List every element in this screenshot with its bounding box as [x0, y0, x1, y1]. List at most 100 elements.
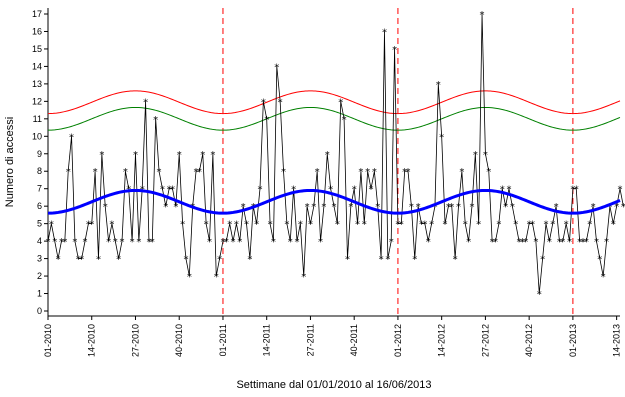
observed-point-marker: *: [416, 202, 421, 213]
observed-point-marker: *: [557, 237, 562, 248]
observed-point-marker: *: [308, 220, 313, 231]
x-tick-label: 14-2012: [437, 324, 447, 357]
y-axis-title: Numero di accessi: [4, 117, 16, 207]
observed-point-marker: *: [419, 220, 424, 231]
x-tick-label: 14-2010: [87, 324, 97, 357]
observed-point-marker: *: [271, 237, 276, 248]
observed-point-marker: *: [369, 185, 374, 196]
observed-point-marker: *: [328, 185, 333, 196]
observed-point-marker: *: [476, 220, 481, 231]
x-tick-label: 01-2011: [218, 324, 228, 356]
observed-point-marker: *: [449, 202, 454, 213]
observed-point-marker: *: [66, 167, 71, 178]
observed-point-marker: *: [254, 220, 259, 231]
observed-point-marker: *: [362, 220, 367, 231]
observed-point-marker: *: [177, 150, 182, 161]
observed-point-marker: *: [163, 202, 168, 213]
observed-point-marker: *: [146, 237, 151, 248]
observed-point-marker: *: [231, 237, 236, 248]
observed-point-marker: *: [365, 167, 370, 178]
observed-point-marker: *: [591, 202, 596, 213]
observed-point-marker: *: [160, 185, 165, 196]
observed-point-marker: *: [422, 220, 427, 231]
observed-point-marker: *: [325, 150, 330, 161]
observed-point-marker: *: [385, 255, 390, 266]
observed-point-marker: *: [614, 202, 619, 213]
observed-point-marker: *: [332, 202, 337, 213]
observed-point-marker: *: [439, 132, 444, 143]
observed-point-marker: *: [527, 220, 532, 231]
observed-point-marker: *: [237, 237, 242, 248]
observed-point-marker: *: [342, 115, 347, 126]
x-tick-label: 01-2012: [393, 324, 403, 357]
observed-point-marker: *: [167, 185, 172, 196]
observed-point-marker: *: [136, 237, 141, 248]
observed-point-marker: *: [594, 237, 599, 248]
x-tick-label: 14-2013: [612, 324, 622, 357]
observed-point-marker: *: [459, 167, 464, 178]
y-tick-label: 11: [33, 114, 42, 124]
observed-point-marker: *: [59, 237, 64, 248]
x-tick-label: 01-2010: [43, 324, 53, 357]
observed-point-marker: *: [72, 237, 77, 248]
observed-point-marker: *: [106, 237, 111, 248]
observed-point-marker: *: [133, 150, 138, 161]
observed-point-marker: *: [103, 202, 108, 213]
observed-point-marker: *: [621, 202, 625, 213]
x-tick-label: 27-2012: [480, 324, 490, 357]
observed-point-marker: *: [261, 97, 266, 108]
x-tick-label: 40-2010: [174, 324, 184, 357]
x-tick-label: 40-2012: [524, 324, 534, 357]
observed-point-marker: *: [173, 202, 178, 213]
y-tick-label: 7: [37, 184, 42, 194]
observed-point-marker: *: [436, 80, 441, 91]
observed-point-marker: *: [150, 237, 155, 248]
baseline-line: [47, 188, 621, 215]
year-separators: [222, 8, 574, 316]
y-tick-label: 9: [37, 149, 42, 159]
observed-point-marker: *: [570, 185, 575, 196]
observed-point-marker: *: [399, 220, 404, 231]
x-axis-title: Settimane dal 01/01/2010 al 16/06/2013: [236, 379, 431, 391]
y-tick-label: 1: [37, 289, 42, 299]
observed-point-marker: *: [143, 97, 148, 108]
y-tick-label: 6: [37, 201, 42, 211]
observed-point-marker: *: [83, 237, 88, 248]
observed-point-marker: *: [560, 237, 565, 248]
x-tick-label: 27-2011: [305, 324, 315, 356]
y-tick-label: 13: [32, 79, 42, 89]
observed-point-marker: *: [305, 202, 310, 213]
observed-point-marker: *: [537, 290, 542, 301]
observed-point-marker: *: [294, 237, 299, 248]
observed-point-marker: *: [298, 220, 303, 231]
observed-point-marker: *: [352, 185, 357, 196]
observed-point-marker: *: [194, 167, 199, 178]
observed-point-marker: *: [318, 237, 323, 248]
observed-point-marker: *: [153, 115, 158, 126]
observed-point-marker: *: [187, 272, 192, 283]
observed-point-marker: *: [247, 255, 252, 266]
observed-point-marker: *: [510, 202, 515, 213]
observed-point-marker: *: [486, 167, 491, 178]
observed-point-marker: *: [406, 167, 411, 178]
observed-point-marker: *: [597, 255, 602, 266]
observed-point-marker: *: [574, 185, 579, 196]
observed-point-marker: *: [241, 202, 246, 213]
y-tick-label: 8: [37, 166, 42, 176]
y-tick-label: 3: [37, 254, 42, 264]
y-tick-label: 10: [32, 131, 42, 141]
y-tick-label: 15: [32, 44, 42, 54]
observed-series: * * * * * * * * * * * * * * * * * * * * * * * * * * * * * * * * * * * * * * * *…: [46, 10, 625, 301]
observed-point-marker: *: [257, 185, 262, 196]
observed-point-marker: *: [506, 185, 511, 196]
observed-point-marker: *: [496, 220, 501, 231]
observed-point-marker: *: [116, 255, 121, 266]
observed-point-marker: *: [587, 220, 592, 231]
observed-point-marker: *: [224, 237, 229, 248]
observed-point-marker: *: [86, 220, 91, 231]
observed-point-marker: *: [446, 202, 451, 213]
observed-point-marker: *: [315, 167, 320, 178]
observed-point-marker: *: [274, 62, 279, 73]
